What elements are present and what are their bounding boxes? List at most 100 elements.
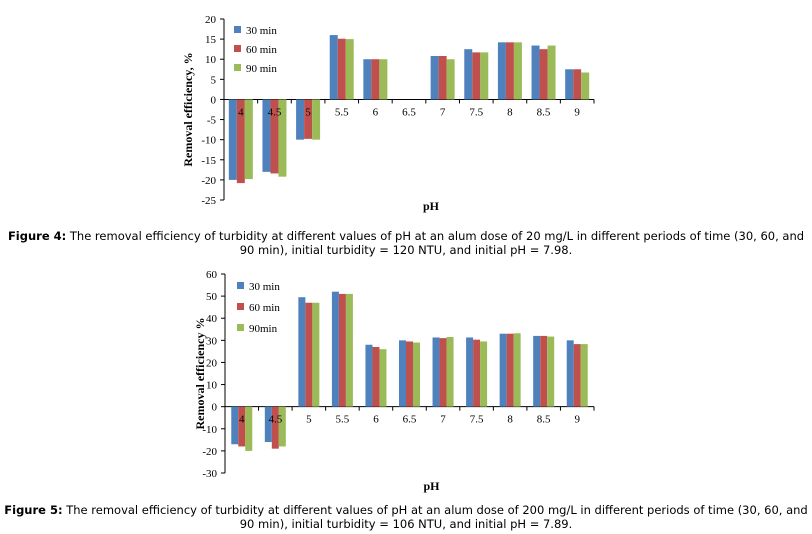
fig5-y-axis-title: Removal efficiency % [193,318,207,430]
fig4-legend-swatch [234,45,241,52]
fig4-y-tick-label: -15 [201,155,216,167]
fig5-bar [238,406,246,447]
fig5-x-tick-label: 4.5 [268,414,282,426]
fig5-legend-label: 30 min [249,281,280,293]
fig4-x-tick-label: 5.5 [335,106,349,118]
fig4-x-tick-label: 7.5 [469,106,483,118]
fig5-y-tick-label: 30 [206,335,218,347]
fig4-y-tick-label: -20 [201,175,216,187]
fig4-x-tick-label: 4 [238,106,244,118]
fig4-bar [547,45,556,100]
figure-4-chart: 20 15 10 5 0 -5 -10 -15 -20 -25 4 4.5 5 5.5 6 6.5 7 7.5 8 8… [181,14,595,213]
fig5-bar [480,341,488,407]
fig5-bar [580,344,588,407]
fig4-bar [278,99,287,177]
fig4-bar [312,99,321,140]
fig5-bar [513,333,521,407]
fig4-y-tick-label: 5 [211,74,217,86]
figure-5-chart: 60 50 40 30 20 10 0 -10 -20 -30 4 4.5 5 5.5 6 6.5 7 7.5 8 8… [193,269,595,493]
fig4-legend-swatch [234,26,241,33]
fig4-x-tick-label: 5 [305,106,311,118]
fig4-bar [464,49,473,100]
fig5-legend-swatch [237,303,244,310]
fig4-bar [270,99,279,174]
fig4-y-axis-title: Removal efficiency, % [181,52,195,166]
fig5-bar [566,340,574,407]
fig5-bar [379,349,387,407]
fig5-bar [399,340,406,407]
fig5-x-tick-label: 5 [306,414,312,426]
fig5-bar [446,337,454,407]
fig5-bar [372,346,380,407]
fig4-x-tick-label: 8 [507,106,513,118]
fig4-legend-label: 30 min [246,25,277,37]
fig5-bar [439,338,447,407]
fig4-bar [513,42,522,100]
fig5-x-tick-label: 8.5 [537,414,551,426]
fig5-bar [432,337,440,407]
fig4-legend-swatch [234,64,241,71]
fig4-bar [379,59,388,100]
fig5-bar [298,297,306,407]
fig5-y-tick-label: -20 [202,446,217,458]
fig4-bar [228,99,237,180]
figure-4-caption-text: The removal efficiency of turbidity at d… [69,229,805,257]
fig4-legend-label: 90 min [246,63,277,75]
fig4-x-tick-label: 8.5 [537,106,551,118]
fig5-bar [540,335,548,407]
fig5-bar [338,293,346,407]
fig5-bar [312,302,320,407]
fig4-bar [472,52,481,100]
fig4-bar [329,35,338,100]
fig5-y-tick-label: 0 [212,402,218,414]
fig5-y-tick-label: -10 [202,424,217,436]
fig4-bar [236,99,245,184]
fig5-bar [573,344,581,407]
fig4-y-tick-label: -25 [201,195,216,207]
fig5-x-tick-label: 7.5 [470,414,484,426]
figure-5-caption-text: The removal efficiency of turbidity at d… [66,503,808,531]
fig5-legend-label: 90min [249,323,278,335]
fig5-bar [499,333,507,407]
fig5-y-tick-label: -30 [202,468,217,480]
fig5-bar [547,336,555,407]
fig5-bar [271,406,279,449]
figure-4-caption: Figure 4: The removal efficiency of turb… [0,229,812,257]
figure-5-caption: Figure 5: The removal efficiency of turb… [0,503,812,531]
fig4-y-tick-label: 20 [205,14,217,26]
fig5-legend-label: 60 min [249,302,280,314]
fig4-y-tick-label: 0 [211,94,217,106]
fig4-bar [539,49,548,100]
fig5-bar [278,406,286,447]
fig5-x-tick-label: 7 [440,414,446,426]
fig4-bar [505,42,514,100]
fig4-bar [345,39,354,100]
fig5-bar [365,344,373,407]
fig4-bar [244,99,253,180]
fig5-bar [231,406,239,445]
fig4-x-tick-label: 7 [440,106,446,118]
fig5-x-tick-label: 5.5 [336,414,350,426]
fig4-bar [363,59,372,100]
figure-4-label: Figure 4: [7,229,67,243]
fig4-x-tick-label: 4.5 [268,106,282,118]
fig4-y-tick-label: -10 [201,135,216,147]
fig4-bar [581,72,590,100]
fig5-y-tick-label: 40 [206,313,218,325]
fig4-bar [337,38,346,100]
fig5-bar [264,406,272,443]
fig5-y-tick-label: 10 [206,380,218,392]
fig5-x-tick-label: 9 [574,414,580,426]
fig4-bar [446,59,455,100]
fig5-bar [466,337,474,407]
fig5-bar [473,339,481,407]
fig5-bar [406,341,413,407]
fig5-x-tick-label: 8 [507,414,513,426]
fig4-bar [573,69,582,100]
fig4-bar [438,56,447,100]
fig4-bar [531,45,540,100]
fig5-x-tick-label: 6.5 [403,414,417,426]
fig5-bar [413,342,420,407]
fig5-legend-swatch [237,282,244,289]
figure-5-label: Figure 5: [4,503,63,517]
